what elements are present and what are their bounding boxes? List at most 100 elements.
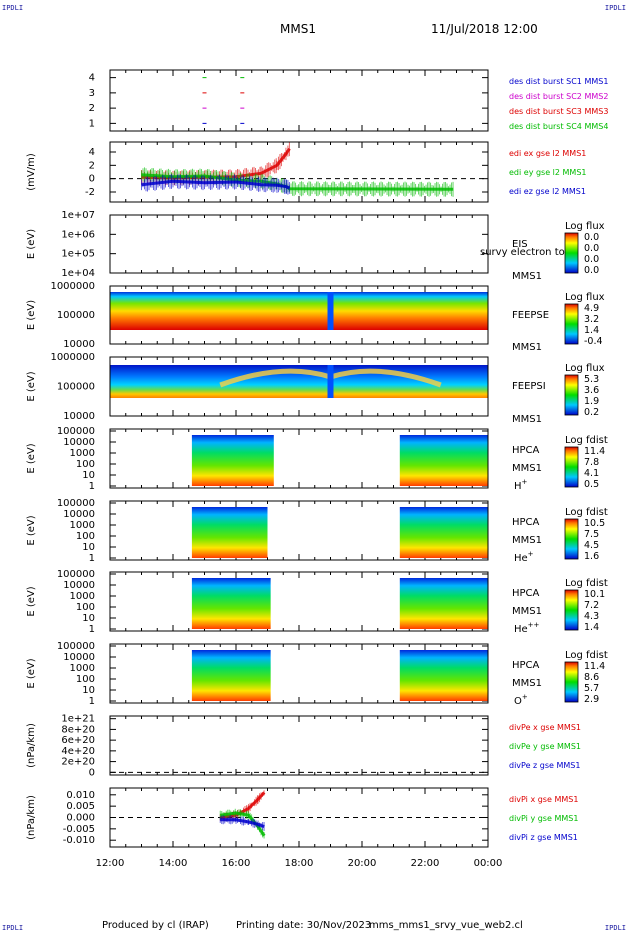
legend-entry: divPi z gse MMS1 [509, 833, 578, 842]
y-tick-label: 0.005 [66, 801, 95, 812]
spectrogram-fill [191, 578, 271, 629]
colorbar [564, 589, 579, 631]
colorbar-title: Log fdist [565, 578, 608, 589]
y-axis-label: (nPa/km) [26, 723, 37, 768]
corner-label-tl: IPDLI [2, 4, 24, 12]
y-tick-label: 100000 [57, 641, 95, 652]
panel-frame [109, 571, 489, 632]
spectrogram-fill [399, 435, 488, 486]
panel-frame [109, 285, 489, 345]
colorbar-tick-label: 1.6 [584, 551, 599, 562]
colorbar-tick-label: 7.8 [584, 457, 599, 468]
instrument-label: HPCA [512, 517, 540, 528]
legend-entry: divPe y gse MMS1 [509, 742, 581, 751]
footer-producer: Produced by cl (IRAP) [102, 920, 209, 931]
spectrogram-fill [191, 435, 274, 486]
colorbar-tick-label: 1.9 [584, 396, 599, 407]
y-axis-label: E (eV) [26, 229, 37, 259]
y-axis-label: (mV/m) [26, 153, 37, 191]
colorbar-tick-label: 7.5 [584, 529, 599, 540]
y-tick-label: 4e+20 [61, 746, 95, 757]
y-tick-label: 1e+05 [61, 249, 95, 260]
species-label: He++ [514, 621, 540, 635]
colorbar-tick-label: 0.2 [584, 407, 599, 418]
y-tick-label: 1000 [70, 663, 95, 674]
legend-entry: divPi x gse MMS1 [509, 795, 578, 804]
panel-p2: -2 0 2 4 (mV/m) edi ex gse l2 MMS1 edi ey gse … [26, 141, 587, 203]
colorbar-tick-label: 2.9 [584, 694, 599, 705]
y-axis-label: E (eV) [26, 371, 37, 401]
colorbar-title: Log fdist [565, 650, 608, 661]
y-tick-label: 100 [76, 602, 95, 613]
y-axis-label: E (eV) [26, 443, 37, 473]
panel-frame [109, 787, 489, 848]
y-tick-label: 4 [89, 147, 95, 158]
species-label: H+ [514, 478, 528, 492]
colorbar-tick-label: 0.0 [584, 243, 599, 254]
panel-frame [109, 500, 489, 561]
y-tick-label: 1e+04 [61, 268, 95, 279]
time-tick-label: 16:00 [222, 858, 251, 869]
colorbar-tick-label: 10.1 [584, 589, 605, 600]
panel-p4: 1000000 100000 10000 E (eV) FEEPSE MMS1 Log fl… [26, 281, 605, 353]
colorbar-tick-label: 7.2 [584, 600, 599, 611]
y-tick-label: 1 [89, 696, 95, 707]
species-superscript: + [522, 478, 528, 486]
spectrogram-gap [327, 365, 334, 398]
time-tick-label: 18:00 [285, 858, 314, 869]
legend-entry: des dist burst SC1 MMS1 [509, 77, 608, 86]
y-tick-label: 100000 [57, 382, 95, 393]
y-tick-label: 2 [89, 160, 95, 171]
colorbar-tick-label: 4.3 [584, 611, 599, 622]
colorbar-tick-label: 1.4 [584, 325, 599, 336]
y-tick-label: 4 [89, 73, 95, 84]
colorbar-tick-label: 4.1 [584, 468, 599, 479]
colorbar-tick-label: 5.7 [584, 683, 599, 694]
colorbar-title: Log fdist [565, 507, 608, 518]
y-axis-label: E (eV) [26, 515, 37, 545]
y-tick-label: 1000000 [50, 352, 95, 363]
y-tick-label: 1e+07 [61, 210, 95, 221]
colorbar-tick-label: 3.6 [584, 385, 599, 396]
instrument-label: HPCA [512, 588, 540, 599]
y-tick-label: 0.010 [66, 790, 95, 801]
overlay-label: survy electron to [480, 247, 565, 258]
colorbar-tick-label: 10.5 [584, 518, 605, 529]
colorbar-tick-label: 4.9 [584, 303, 599, 314]
y-tick-label: 0 [89, 174, 95, 185]
y-tick-label: 1 [89, 624, 95, 635]
y-tick-label: 100000 [57, 310, 95, 321]
colorbar-tick-label: 0.0 [584, 265, 599, 276]
colorbar-tick-label: 1.4 [584, 622, 599, 633]
y-tick-label: 1000 [70, 520, 95, 531]
y-tick-label: -0.010 [63, 835, 95, 846]
y-axis-label: (nPa/km) [26, 795, 37, 840]
y-tick-label: 1000 [70, 591, 95, 602]
colorbar-tick-label: 0.0 [584, 232, 599, 243]
corner-label-tr: IPDLI [604, 4, 626, 12]
y-tick-label: 10000 [63, 437, 95, 448]
y-tick-label: 10 [82, 470, 95, 481]
panel-p5: 1000000 100000 10000 E (eV) FEEPSI MMS1 Log fl… [26, 352, 605, 425]
legend-entry: divPi y gse MMS1 [509, 814, 578, 823]
time-tick-label: 14:00 [159, 858, 188, 869]
colorbar-tick-label: 11.4 [584, 661, 605, 672]
species-label: He+ [514, 550, 534, 564]
y-axis-label: E (eV) [26, 300, 37, 330]
spectrogram-fill [399, 578, 488, 629]
spacecraft-label: MMS1 [512, 342, 542, 353]
species-label: O+ [514, 693, 528, 707]
y-axis-label: E (eV) [26, 658, 37, 688]
panel-frame [109, 141, 489, 203]
y-tick-label: 100000 [57, 426, 95, 437]
colorbar-tick-label: 5.3 [584, 374, 599, 385]
y-tick-label: 10000 [63, 509, 95, 520]
instrument-label: HPCA [512, 660, 540, 671]
species-superscript: + [522, 693, 528, 701]
spectrogram-fill [191, 507, 268, 558]
